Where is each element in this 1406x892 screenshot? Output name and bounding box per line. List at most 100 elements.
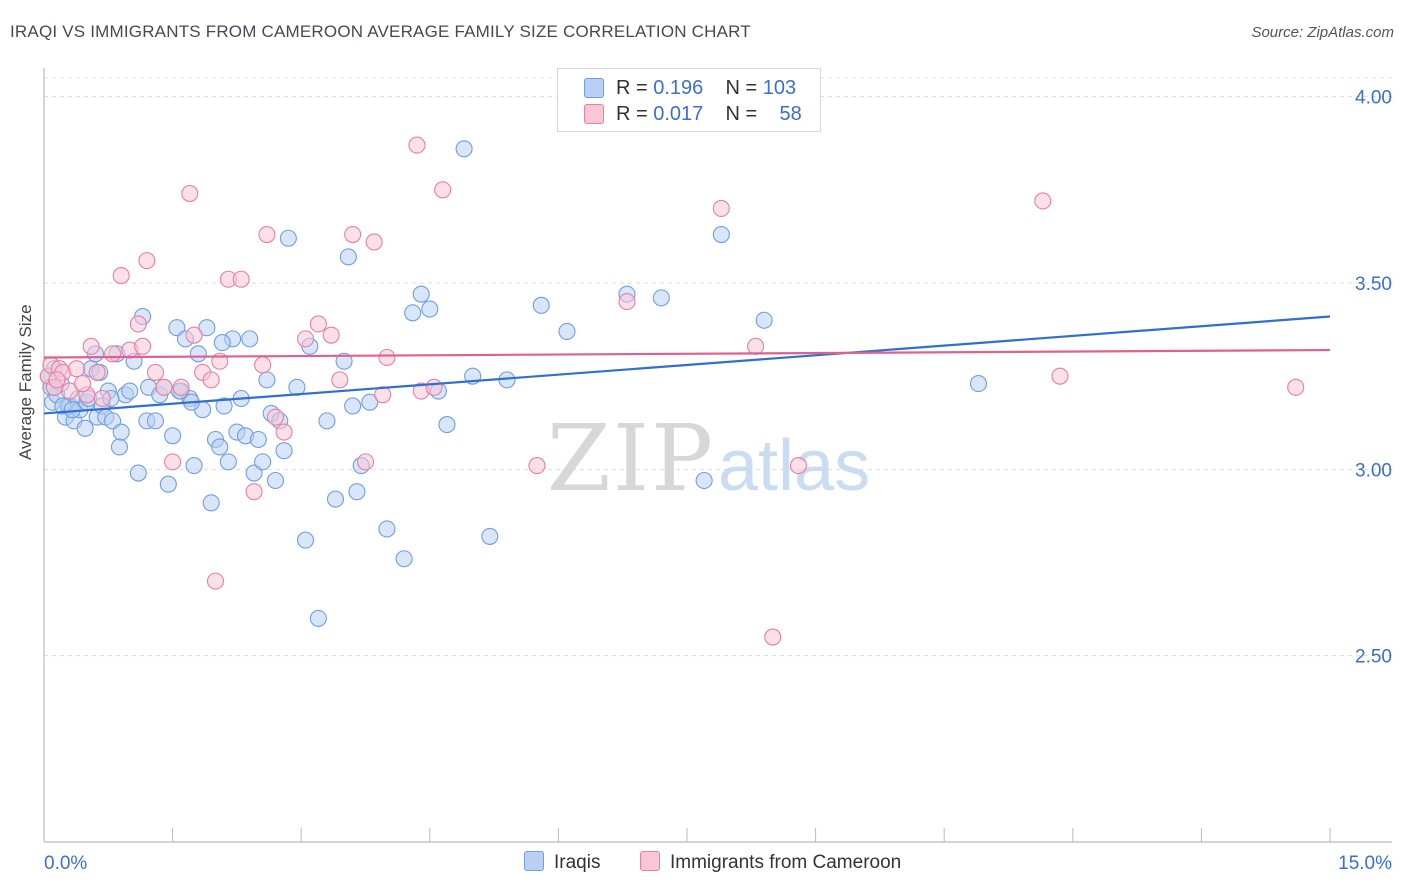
cameroon-point — [138, 252, 156, 270]
legend-r-label: R = — [616, 77, 648, 99]
iraqis-point — [189, 345, 207, 363]
y-tick-label: 3.00 — [1355, 460, 1392, 481]
cameroon-point — [129, 315, 147, 333]
iraqis-point — [121, 382, 139, 400]
iraqis-point — [755, 311, 773, 329]
iraqis-point — [211, 438, 229, 456]
cameroon-point — [146, 363, 165, 381]
bottom-legend-cameroon-label: Immigrants from Cameroon — [670, 852, 902, 873]
axes — [43, 68, 1392, 843]
legend-n-value: 103 — [762, 77, 797, 99]
bottom-legend-cameroon: Immigrants from Cameroon — [640, 851, 901, 874]
iraqis-point — [110, 438, 128, 456]
iraqis-point — [335, 352, 353, 370]
bottom-legend-iraqis-label: Iraqis — [554, 852, 601, 873]
watermark: ZIP atlas — [547, 405, 870, 512]
cameroon-point — [1051, 367, 1069, 385]
iraqis-point — [348, 483, 366, 501]
cameroon-point — [747, 337, 765, 355]
legend-r-value: 0.196 — [653, 77, 704, 99]
cameroon-point — [374, 386, 392, 404]
iraqis-point — [129, 464, 147, 482]
cameroon-point — [104, 345, 122, 363]
cameroon-point — [82, 337, 100, 355]
iraqis-point — [146, 412, 165, 430]
cameroon-point — [112, 266, 130, 285]
cameroon-point — [202, 371, 220, 389]
cameroon-point — [61, 382, 79, 400]
iraqis-swatch — [584, 78, 604, 98]
iraqis-point — [326, 490, 345, 508]
cameroon-swatch — [584, 104, 604, 124]
legend-n-label: N = — [725, 77, 758, 99]
cameroon-point — [185, 326, 203, 344]
cameroon-point — [172, 378, 190, 396]
regression-lines — [43, 315, 1331, 415]
iraqis-point — [241, 330, 259, 348]
iraqis-point — [159, 475, 177, 493]
iraqis-point — [318, 412, 336, 430]
cameroon-point — [254, 356, 272, 374]
iraqis-point — [969, 375, 988, 393]
iraqis-point — [296, 531, 315, 549]
cameroon-point — [48, 371, 66, 389]
iraqis-point — [421, 300, 439, 318]
iraqis-point — [213, 334, 231, 352]
cameroon-point — [88, 363, 106, 381]
iraqis-point — [249, 430, 267, 449]
iraqis-point — [266, 471, 285, 490]
cameroon-point — [245, 483, 263, 501]
legend-r-label: R = — [616, 103, 648, 125]
chart-title: IRAQI VS IMMIGRANTS FROM CAMEROON AVERAG… — [10, 22, 751, 41]
legend-n-label: N = — [725, 103, 758, 125]
cameroon-point — [164, 453, 182, 471]
iraqis-point — [395, 550, 413, 568]
cameroon-point — [1287, 378, 1305, 396]
iraqis-point — [481, 527, 499, 545]
iraqis-point — [558, 322, 576, 340]
x-tick-label: 15.0% — [1338, 853, 1392, 874]
iraqis-point — [112, 423, 130, 441]
iraqis-point — [309, 609, 327, 627]
series-cameroon — [39, 136, 1305, 646]
cameroon-point — [425, 378, 443, 396]
source-label: Source: ZipAtlas.com — [1251, 24, 1394, 41]
iraqis-point — [279, 229, 297, 247]
grid-lines — [44, 77, 1392, 657]
cameroon-point — [434, 181, 452, 199]
cameroon-point — [309, 315, 327, 333]
tick-labels: 2.50 3.00 3.50 4.00 0.0% 15.0% — [44, 88, 1392, 874]
cameroon-point — [275, 423, 293, 441]
cameroon-point — [322, 326, 340, 344]
legend-r-value: 0.017 — [653, 103, 704, 125]
iraqis-point — [258, 371, 276, 389]
iraqis-point — [695, 471, 713, 490]
iraqis-point — [438, 416, 456, 434]
y-tick-label: 2.50 — [1355, 647, 1392, 668]
iraqis-point — [378, 520, 396, 538]
cameroon-point — [266, 408, 285, 426]
watermark-zip: ZIP — [547, 405, 715, 512]
y-tick-label: 4.00 — [1355, 88, 1392, 109]
cameroon-point — [618, 293, 636, 311]
cameroon-point — [331, 371, 349, 389]
y-tick-label: 3.50 — [1355, 274, 1392, 295]
correlation-legend: R = 0.196 N = 103 R = 0.017 N = 58 — [557, 68, 821, 132]
iraqis-point — [219, 453, 237, 471]
iraqis-point — [254, 453, 272, 471]
cameroon-point — [712, 199, 730, 217]
iraqis-point — [712, 225, 730, 244]
cameroon-swatch — [640, 851, 660, 871]
iraqis-point — [63, 401, 81, 419]
iraqis-swatch — [524, 851, 544, 871]
iraqis-trendline — [43, 315, 1331, 415]
iraqis-point — [185, 457, 203, 475]
iraqis-point — [344, 397, 362, 415]
cameroon-point — [344, 225, 362, 244]
cameroon-point — [378, 348, 396, 367]
series-iraqis — [39, 140, 988, 627]
iraqis-point — [455, 140, 473, 158]
iraqis-point — [275, 442, 293, 460]
cameroon-point — [232, 270, 250, 288]
